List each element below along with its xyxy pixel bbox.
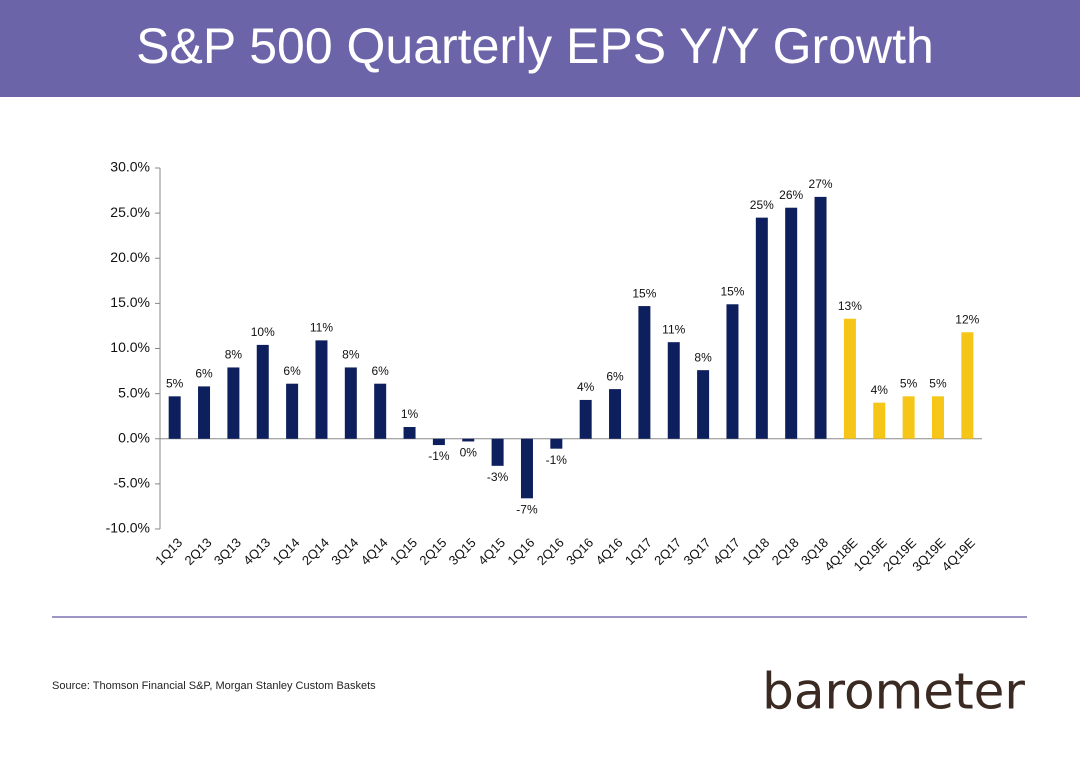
x-tick-label: 3Q16 bbox=[563, 535, 596, 568]
bar bbox=[432, 438, 445, 446]
bar bbox=[931, 396, 944, 439]
bar bbox=[638, 306, 651, 439]
y-tick-label: 0.0% bbox=[118, 429, 150, 445]
bar bbox=[755, 217, 768, 439]
y-tick-label: 20.0% bbox=[110, 249, 150, 265]
x-tick-label: 2Q18 bbox=[769, 535, 802, 568]
bar bbox=[403, 427, 416, 439]
bar bbox=[168, 396, 181, 439]
value-label: 4% bbox=[577, 380, 595, 394]
bar bbox=[843, 318, 856, 439]
value-label: 11% bbox=[662, 322, 685, 336]
bar bbox=[315, 340, 328, 439]
x-tick-label: 4Q14 bbox=[358, 535, 391, 568]
value-label: 1% bbox=[401, 407, 419, 421]
bar bbox=[579, 399, 592, 439]
x-tick-label: 4Q16 bbox=[592, 535, 625, 568]
value-label: 8% bbox=[694, 350, 712, 364]
y-tick-label: 30.0% bbox=[110, 159, 150, 175]
value-label: 6% bbox=[283, 364, 301, 378]
header-band bbox=[0, 0, 1080, 97]
x-tick-label: 1Q16 bbox=[504, 535, 537, 568]
x-tick-label: 2Q14 bbox=[299, 535, 332, 568]
bar bbox=[198, 386, 211, 439]
value-label: 13% bbox=[838, 299, 862, 313]
x-tick-label: 1Q18 bbox=[739, 535, 772, 568]
bar bbox=[785, 207, 798, 439]
x-tick-label: 3Q13 bbox=[211, 535, 244, 568]
x-tick-label: 3Q14 bbox=[328, 535, 361, 568]
x-tick-label: 2Q15 bbox=[416, 535, 449, 568]
value-label: -1% bbox=[546, 453, 568, 467]
value-label: 11% bbox=[310, 321, 333, 335]
value-label: 4% bbox=[871, 383, 889, 397]
bar bbox=[462, 438, 475, 442]
bar bbox=[814, 196, 827, 439]
x-tick-label: 2Q16 bbox=[534, 535, 567, 568]
bar bbox=[227, 367, 240, 439]
bar bbox=[344, 367, 357, 439]
bar bbox=[286, 383, 299, 439]
bar bbox=[961, 332, 974, 439]
y-tick-label: 10.0% bbox=[110, 339, 150, 355]
bar bbox=[256, 344, 269, 439]
value-label: 6% bbox=[606, 369, 624, 383]
source-note: Source: Thomson Financial S&P, Morgan St… bbox=[52, 680, 376, 692]
x-tick-label: 4Q13 bbox=[240, 535, 273, 568]
value-label: 10% bbox=[251, 325, 275, 339]
bar bbox=[726, 304, 739, 439]
value-label: 26% bbox=[779, 188, 803, 202]
x-tick-label: 2Q17 bbox=[651, 535, 684, 568]
x-tick-label: 4Q17 bbox=[710, 535, 743, 568]
y-tick-label: -10.0% bbox=[106, 520, 150, 536]
value-label: 5% bbox=[929, 377, 947, 391]
value-label: 25% bbox=[750, 198, 774, 212]
value-label: 27% bbox=[809, 177, 833, 191]
value-label: 12% bbox=[955, 312, 979, 326]
value-label: 0% bbox=[460, 446, 478, 460]
bar bbox=[520, 438, 533, 499]
y-tick-label: 5.0% bbox=[118, 384, 150, 400]
value-label: -1% bbox=[428, 449, 450, 463]
y-tick-label: -5.0% bbox=[113, 475, 150, 491]
bar bbox=[697, 370, 710, 439]
bar bbox=[609, 389, 622, 439]
bar bbox=[902, 396, 915, 439]
bar bbox=[550, 438, 563, 449]
value-label: 5% bbox=[166, 377, 184, 391]
bar bbox=[374, 383, 387, 439]
value-label: 15% bbox=[720, 284, 744, 298]
x-tick-label: 2Q13 bbox=[181, 535, 214, 568]
x-tick-label: 3Q15 bbox=[446, 535, 479, 568]
x-tick-label: 1Q13 bbox=[152, 535, 185, 568]
brand-logo: barometer bbox=[762, 663, 1025, 721]
value-label: 15% bbox=[632, 286, 656, 300]
value-label: 5% bbox=[900, 377, 918, 391]
chart-title: S&P 500 Quarterly EPS Y/Y Growth bbox=[136, 18, 934, 74]
x-tick-label: 4Q19E bbox=[939, 535, 978, 574]
value-label: 8% bbox=[342, 348, 360, 362]
value-label: -7% bbox=[516, 502, 538, 516]
bar bbox=[873, 402, 886, 439]
bar bbox=[667, 342, 680, 439]
value-label: 8% bbox=[225, 348, 243, 362]
bar bbox=[491, 438, 504, 466]
x-tick-label: 1Q17 bbox=[622, 535, 655, 568]
x-tick-label: 3Q17 bbox=[681, 535, 714, 568]
x-tick-label: 1Q15 bbox=[387, 535, 420, 568]
x-tick-label: 1Q14 bbox=[270, 535, 303, 568]
value-label: -3% bbox=[487, 470, 509, 484]
value-label: 6% bbox=[372, 364, 390, 378]
value-label: 6% bbox=[195, 367, 213, 381]
y-tick-label: 15.0% bbox=[110, 294, 150, 310]
x-tick-label: 4Q15 bbox=[475, 535, 508, 568]
y-tick-label: 25.0% bbox=[110, 204, 150, 220]
